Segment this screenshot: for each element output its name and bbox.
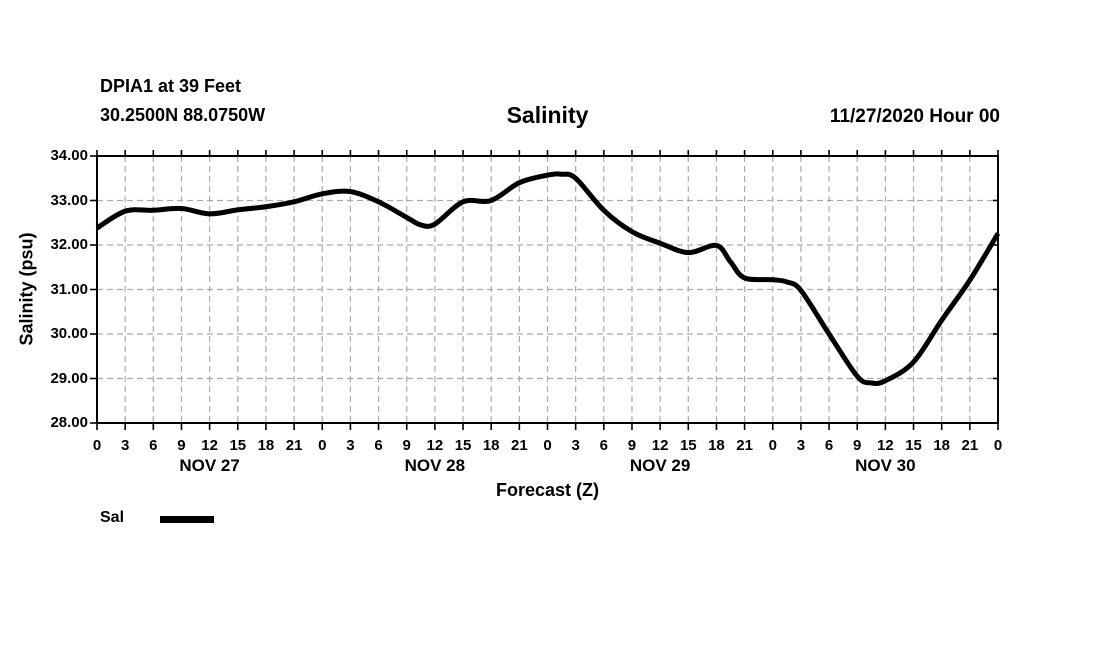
x-tick-label: 0	[768, 437, 777, 454]
x-tick-label: 3	[346, 437, 355, 454]
x-tick-label: 3	[120, 437, 130, 454]
legend-label: Sal	[100, 509, 125, 526]
x-tick-label: 0	[92, 437, 102, 454]
y-tick-label: 31.00	[50, 280, 88, 298]
x-tick-label: 6	[149, 437, 158, 454]
x-tick-label: 12	[201, 437, 218, 454]
x-tick-label: 21	[736, 437, 753, 454]
x-tick-label: 3	[571, 437, 580, 454]
legend-line-swatch	[160, 516, 214, 523]
x-tick-label: 9	[177, 437, 186, 454]
x-tick-label: 12	[651, 437, 669, 454]
day-label: NOV 28	[404, 456, 466, 475]
forecast-datetime: 11/27/2020 Hour 00	[829, 106, 1000, 127]
salinity-curve	[95, 171, 1001, 386]
station-name: DPIA1 at 39 Feet	[100, 76, 242, 96]
day-label: NOV 29	[629, 456, 691, 475]
x-tick-label: 15	[229, 437, 247, 454]
x-tick-label: 15	[905, 437, 922, 454]
y-tick-label: 34.00	[50, 147, 88, 164]
x-tick-label: 18	[708, 437, 725, 454]
y-tick-label: 33.00	[50, 191, 88, 209]
day-label: NOV 27	[179, 456, 240, 475]
y-tick-label: 30.00	[50, 325, 88, 342]
chart-title: Salinity	[506, 102, 589, 128]
station-coordinates: 30.2500N 88.0750W	[100, 105, 266, 125]
x-tick-label: 6	[824, 437, 834, 454]
y-tick-label: 28.00	[50, 414, 88, 431]
y-tick-label: 32.00	[50, 236, 88, 253]
x-tick-label: 9	[853, 437, 862, 454]
x-tick-label: 15	[454, 437, 472, 454]
x-tick-label: 6	[374, 437, 383, 454]
day-label: NOV 30	[855, 456, 916, 475]
x-tick-label: 9	[402, 437, 411, 454]
x-tick-label: 0	[543, 437, 552, 454]
x-tick-label: 9	[627, 437, 637, 454]
x-tick-label: 18	[933, 437, 951, 454]
x-tick-label: 3	[796, 437, 806, 454]
x-tick-label: 21	[285, 437, 303, 454]
x-tick-label: 0	[993, 437, 1003, 454]
y-axis-title: Salinity (psu)	[16, 232, 37, 346]
x-tick-label: 18	[257, 437, 275, 454]
x-tick-label: 21	[961, 437, 979, 454]
x-tick-label: 18	[482, 437, 500, 454]
x-tick-label: 12	[877, 437, 894, 454]
y-tick-label: 29.00	[50, 369, 88, 387]
x-tick-label: 6	[599, 437, 608, 454]
x-tick-label: 0	[318, 437, 327, 454]
x-tick-label: 21	[511, 437, 528, 454]
x-axis-title: Forecast (Z)	[495, 480, 600, 500]
x-tick-label: 15	[679, 437, 697, 454]
x-tick-label: 12	[426, 437, 444, 454]
